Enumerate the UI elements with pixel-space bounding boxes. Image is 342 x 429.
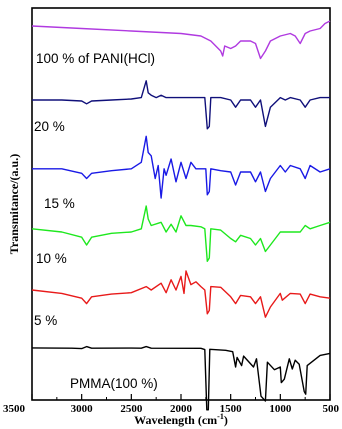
x-tick-label: 3000 [71,403,94,415]
x-axis-ticks: 3500 3000 2500 2000 1500 1000 500 [3,394,340,415]
plot-area-frame [31,7,331,401]
series-label-2: 10 % [36,251,67,266]
series-label-5: 100 % of PANI(HCl) [36,51,155,66]
series-line-4 [32,80,330,130]
x-tick-label: 2500 [120,403,143,415]
series-line-3 [32,135,331,199]
series-label-1: 5 % [34,313,57,328]
series-line-1 [31,270,331,318]
x-tick-label: 3500 [3,403,26,415]
x-tick-label: 2000 [170,403,193,415]
series-labels: PMMA(100 %) 5 % 10 % 15 % 20 % 100 % of PANI(… [34,51,158,391]
series-label-4: 20 % [34,119,65,134]
series-line-2 [31,205,331,262]
series-line-5 [31,20,331,60]
x-tick-label: 1500 [220,403,243,415]
x-tick-label: 500 [323,403,340,415]
series-layer [31,20,331,411]
series-label-0: PMMA(100 %) [70,376,158,391]
series-label-3: 15 % [44,196,75,211]
x-axis-title: Wavelength (cm-1) [134,412,228,427]
x-tick-label: 1000 [269,403,292,415]
y-axis-title: Transmitance/(a.u.) [7,154,21,254]
series-line-0 [31,345,331,411]
